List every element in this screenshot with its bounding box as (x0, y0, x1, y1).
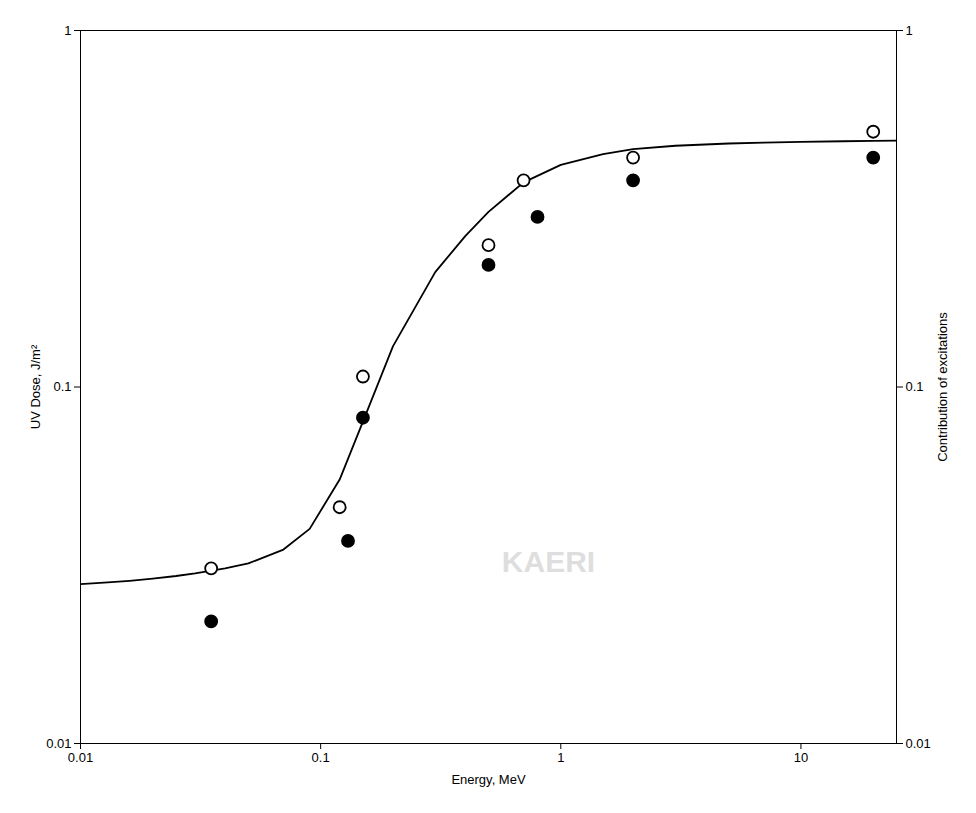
svg-text:Energy, MeV: Energy, MeV (451, 772, 526, 787)
svg-text:0.1: 0.1 (312, 750, 330, 765)
svg-text:UV Dose, J/m²: UV Dose, J/m² (28, 344, 43, 429)
svg-text:0.01: 0.01 (906, 736, 931, 751)
svg-text:Contribution of excitations: Contribution of excitations (935, 312, 950, 462)
svg-text:1: 1 (906, 23, 913, 38)
svg-text:KAERI: KAERI (502, 545, 595, 578)
svg-text:0.1: 0.1 (53, 379, 71, 394)
svg-text:0.01: 0.01 (46, 736, 71, 751)
svg-text:10: 10 (794, 750, 808, 765)
svg-text:1: 1 (64, 23, 71, 38)
svg-text:1: 1 (557, 750, 564, 765)
svg-text:0.01: 0.01 (68, 750, 93, 765)
svg-text:0.1: 0.1 (906, 379, 924, 394)
